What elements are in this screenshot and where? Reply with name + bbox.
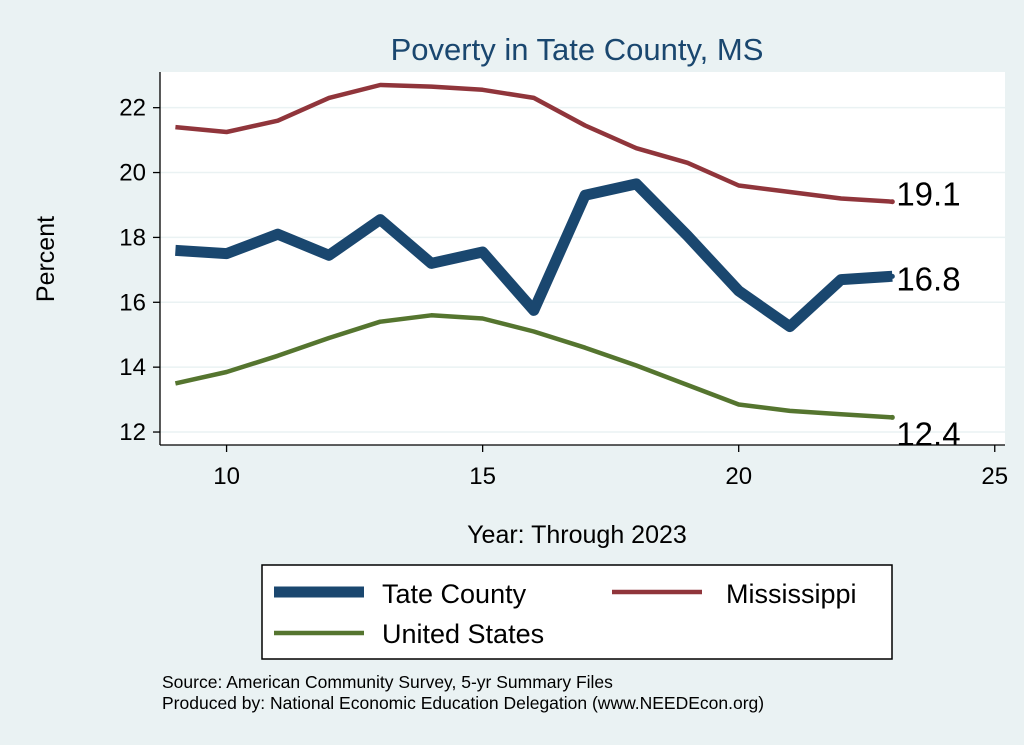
end-label: 12.4 <box>896 415 960 452</box>
chart-title: Poverty in Tate County, MS <box>391 32 764 67</box>
x-tick-label: 20 <box>725 463 752 490</box>
legend-label-united-states: United States <box>382 619 544 649</box>
x-tick-label: 25 <box>981 463 1008 490</box>
x-axis-title: Year: Through 2023 <box>467 521 687 549</box>
end-point <box>889 199 895 205</box>
series-line-united-states <box>174 313 893 420</box>
end-label: 19.1 <box>896 176 960 213</box>
axes: 12 14 16 18 20 22 10 15 20 25 <box>119 72 1008 490</box>
series-line-mississippi <box>175 82 893 204</box>
y-axis-title: Percent <box>32 216 60 302</box>
series-lines <box>174 82 895 420</box>
source-note: Source: American Community Survey, 5-yr … <box>162 672 613 692</box>
y-tick-label: 18 <box>119 224 146 251</box>
y-tick-label: 20 <box>119 160 146 187</box>
gridlines <box>160 106 1005 433</box>
legend-label-mississippi: Mississippi <box>726 579 857 609</box>
legend: Tate County Mississippi United States <box>261 564 893 660</box>
produced-by-note: Produced by: National Economic Education… <box>162 693 764 713</box>
legend-box <box>261 564 893 660</box>
plot-area <box>160 72 1005 445</box>
end-label: 16.8 <box>896 260 960 297</box>
x-tick-label: 15 <box>469 463 496 490</box>
y-tick-label: 22 <box>119 95 146 122</box>
y-tick-label: 14 <box>119 354 146 381</box>
series-line-tate-county <box>175 178 893 333</box>
x-tick-label: 10 <box>213 463 240 490</box>
end-labels: 16.8 19.1 12.4 <box>896 176 960 453</box>
end-point <box>889 273 895 279</box>
y-tick-label: 12 <box>119 419 146 446</box>
y-tick-label: 16 <box>119 289 146 316</box>
end-point <box>889 414 895 420</box>
legend-label-tate-county: Tate County <box>382 579 527 609</box>
